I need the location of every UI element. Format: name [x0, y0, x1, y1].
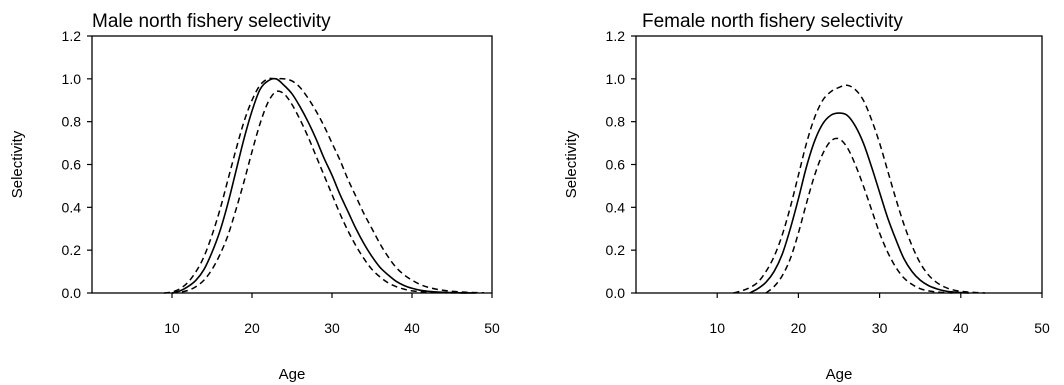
chart-2: Female north fishery selectivity 0.0 0.2 0.…: [563, 11, 1050, 383]
chart-1-ytick-label: 0.2: [62, 242, 82, 258]
chart-1-xtick-label: 30: [324, 320, 340, 336]
chart-2-series-3-dashed-line: [765, 137, 953, 294]
chart-1-ytick-label: 0.6: [62, 157, 82, 173]
chart-2-xtick-label: 50: [1034, 320, 1050, 336]
chart-2-title: Female north fishery selectivity: [642, 11, 903, 32]
chart-1-xtick-label: 40: [404, 320, 420, 336]
chart-1-ytick-label: 0.0: [62, 285, 82, 301]
chart-2-xlabel: Age: [826, 366, 853, 383]
chart-1-xtick-label: 10: [164, 320, 180, 336]
chart-2-ylabel: Selectivity: [563, 130, 580, 198]
chart-1-title: Male north fishery selectivity: [92, 11, 331, 32]
chart-2-xtick-label: 20: [791, 320, 807, 336]
chart-2-ytick-label: 0.2: [606, 242, 626, 258]
chart-2-series-2-solid-line: [749, 112, 969, 294]
chart-1-series-2-solid-line: [171, 77, 477, 294]
chart-1-xlabel: Age: [279, 366, 306, 383]
chart-1-series-1-dashed-line: [163, 77, 485, 294]
chart-2-ytick-label: 1.0: [606, 71, 626, 87]
chart-2-ytick-label: 0.8: [606, 114, 626, 130]
chart-1-ytick-label: 1.2: [62, 28, 82, 44]
chart-1-series-3-dashed-line: [171, 90, 469, 294]
chart-2-ytick-label: 0.4: [606, 199, 626, 215]
chart-1-plot-frame: [91, 35, 493, 294]
chart-2-xtick-label: 10: [709, 320, 725, 336]
chart-2-ytick-label: 1.2: [606, 28, 626, 44]
chart-2-xtick-label: 30: [872, 320, 888, 336]
chart-2-ytick-label: 0.0: [606, 285, 626, 301]
chart-2-xtick-label: 40: [953, 320, 969, 336]
chart-1-xtick-label: 20: [244, 320, 260, 336]
chart-1-ylabel: Selectivity: [9, 130, 26, 198]
chart-1-ytick-label: 1.0: [62, 71, 82, 87]
chart-1-xtick-label: 50: [484, 320, 500, 336]
chart-2-ytick-label: 0.6: [606, 157, 626, 173]
chart-2-plot-frame: [635, 35, 1043, 294]
chart-1-ytick-label: 0.8: [62, 114, 82, 130]
chart-1-ytick-label: 0.4: [62, 199, 82, 215]
chart-2-series-1-dashed-line: [733, 84, 986, 294]
chart-1: Male north fishery selectivity 0.0 0.2 0.4 0…: [9, 11, 500, 383]
